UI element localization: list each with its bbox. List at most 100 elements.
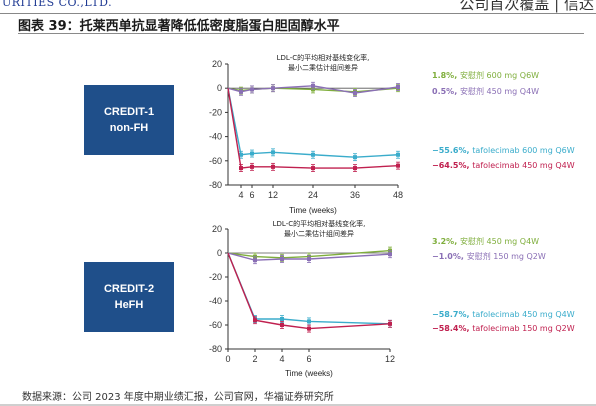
study-label-text: non-FH	[110, 122, 149, 134]
data-point	[239, 152, 243, 157]
x-axis-label: Time (weeks)	[289, 206, 337, 215]
series-cyan	[227, 252, 392, 328]
y-tick-label: -60	[209, 156, 222, 166]
data-point	[307, 257, 311, 261]
x-tick-label: 48	[393, 190, 403, 200]
header-report-title: 公司首次覆盖 | 信达	[459, 0, 594, 13]
data-point	[353, 166, 357, 171]
study-label-box: CREDIT-2 HeFH	[84, 262, 174, 332]
legend-label: tafolecimab 150 mg Q2W	[472, 324, 574, 333]
legend-entry: 0.5%, 安慰剂 450 mg Q4W	[432, 86, 539, 96]
data-point	[271, 164, 275, 169]
data-point	[250, 87, 254, 92]
legend-value: 0.5%,	[432, 87, 460, 96]
legend-value: 1.8%,	[432, 71, 460, 80]
legend-label: tafolecimab 450 mg Q4W	[472, 161, 574, 170]
source-note: 数据来源：公司 2023 年度中期业绩汇报，公司官网，华福证券研究所	[22, 392, 334, 403]
legend: 3.2%, 安慰剂 450 mg Q4W −1.0%, 安慰剂 150 mg Q2…	[432, 236, 575, 333]
x-tick-label: 12	[385, 354, 395, 364]
data-point	[353, 91, 357, 96]
legend-label: 安慰剂 150 mg Q2W	[467, 251, 546, 261]
y-tick-label: -40	[209, 132, 222, 142]
data-point	[271, 86, 275, 91]
data-point	[271, 150, 275, 155]
header-company-text: URITIES CO.,LTD.	[2, 0, 113, 9]
series-purple	[227, 250, 392, 265]
legend-value: −55.6%,	[432, 146, 472, 155]
x-tick-label: 4	[238, 190, 243, 200]
data-point	[388, 321, 392, 326]
series-crimson	[227, 88, 400, 172]
series-line	[227, 252, 391, 330]
legend-value: 3.2%,	[432, 237, 460, 246]
figure-title: 图表 39：托莱西单抗显著降低低密度脂蛋白胆固醇水平	[18, 19, 340, 34]
legend-label: tafolecimab 450 mg Q4W	[472, 310, 574, 319]
chart-title-line: LDL-C的平均相对基线变化率,	[273, 219, 366, 228]
series-crimson	[227, 252, 392, 333]
data-point	[307, 319, 311, 324]
data-point	[307, 326, 311, 331]
y-tick-label: 20	[212, 59, 222, 69]
legend-label: 安慰剂 450 mg Q4W	[460, 86, 539, 96]
data-point	[388, 252, 392, 257]
data-point	[396, 163, 400, 168]
study-label-text: CREDIT-1	[104, 106, 154, 118]
header-divider	[0, 13, 596, 14]
legend-label: 安慰剂 600 mg Q6W	[460, 70, 539, 80]
data-point	[253, 318, 257, 323]
y-tick-label: -80	[209, 344, 222, 354]
title-divider	[18, 33, 584, 34]
data-point	[311, 152, 315, 157]
data-point	[396, 84, 400, 89]
legend-entry: 3.2%, 安慰剂 450 mg Q4W	[432, 236, 539, 246]
study-label-box: CREDIT-1 non-FH	[84, 85, 174, 155]
legend-value: −58.7%,	[432, 310, 472, 319]
data-point	[311, 83, 315, 88]
series-purple	[227, 81, 400, 97]
data-point	[311, 166, 315, 171]
series-cyan	[227, 88, 400, 162]
data-point	[280, 323, 284, 327]
x-tick-label: 4	[279, 354, 284, 364]
y-tick-label: -20	[209, 107, 222, 117]
data-point	[250, 164, 254, 169]
x-tick-label: 0	[225, 354, 230, 364]
legend-entry: −55.6%, tafolecimab 600 mg Q6W	[432, 146, 575, 155]
x-tick-label: 2	[252, 354, 257, 364]
data-point	[353, 155, 357, 160]
legend-value: −58.4%,	[432, 324, 472, 333]
y-tick-label: -40	[209, 296, 222, 306]
data-point	[239, 89, 243, 94]
study-label-text: CREDIT-2	[104, 283, 154, 295]
chart-title-line: 最小二乘估计组间差异	[284, 229, 354, 238]
data-point	[239, 166, 243, 171]
x-tick-label: 6	[306, 354, 311, 364]
data-point	[280, 257, 284, 261]
series-line	[227, 88, 399, 158]
data-point	[253, 258, 257, 263]
x-tick-label: 24	[308, 190, 318, 200]
legend-label: 安慰剂 450 mg Q4W	[460, 236, 539, 246]
data-point	[250, 151, 254, 156]
legend-entry: −64.5%, tafolecimab 450 mg Q4W	[432, 161, 575, 170]
y-tick-label: -60	[209, 320, 222, 330]
legend-entry: 1.8%, 安慰剂 600 mg Q6W	[432, 70, 539, 80]
y-tick-label: -20	[209, 272, 222, 282]
x-axis-label: Time (weeks)	[285, 369, 333, 378]
page-header: URITIES CO.,LTD. 公司首次覆盖 | 信达	[0, 0, 596, 14]
legend-entry: −58.4%, tafolecimab 150 mg Q2W	[432, 324, 575, 333]
legend-label: tafolecimab 600 mg Q6W	[472, 146, 574, 155]
legend-entry: −1.0%, 安慰剂 150 mg Q2W	[432, 251, 546, 261]
x-tick-label: 12	[268, 190, 278, 200]
study-label-text: HeFH	[115, 299, 144, 311]
x-tick-label: 36	[350, 190, 360, 200]
data-point	[280, 317, 284, 321]
x-tick-label: 6	[249, 190, 254, 200]
bottom-divider	[0, 404, 596, 406]
study-label-background	[84, 85, 174, 155]
legend-value: −1.0%,	[432, 252, 467, 261]
y-tick-label: -80	[209, 180, 222, 190]
